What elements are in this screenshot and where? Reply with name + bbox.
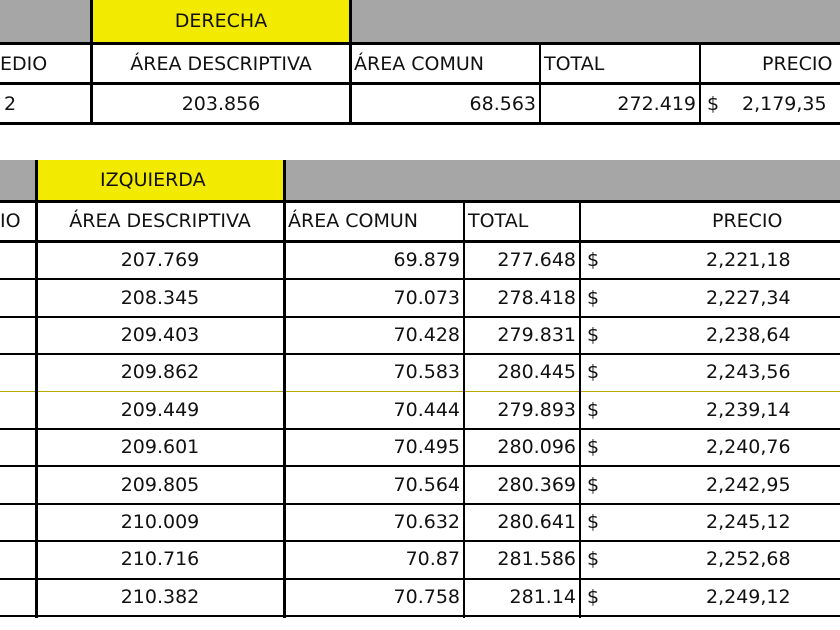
izquierda-row-border xyxy=(0,577,840,580)
izquierda-row-border xyxy=(0,502,840,505)
izquierda-cell-area-descriptiva: 209.601 xyxy=(120,436,200,459)
izquierda-cell-area-comun: 70.564 xyxy=(393,473,460,496)
izquierda-border-top xyxy=(0,200,840,203)
izquierda-cell-area-comun: 70.87 xyxy=(405,548,460,571)
izquierda-cell-area-descriptiva: 210.716 xyxy=(120,548,200,571)
izquierda-cell-area-descriptiva: 208.345 xyxy=(120,286,200,309)
izquierda-vline-4 xyxy=(579,200,581,618)
izquierda-cell-total: 280.369 xyxy=(497,473,576,496)
izquierda-cell-currency: $ xyxy=(587,436,600,459)
izquierda-cell-precio: 2,238,64 xyxy=(706,323,791,346)
izquierda-cell-total: 277.648 xyxy=(497,249,576,272)
derecha-header-area-comun: ÁREA COMUN xyxy=(354,52,484,75)
izquierda-cell-area-comun: 70.758 xyxy=(393,585,460,608)
derecha-header-precio: PRECIO xyxy=(762,52,833,75)
izquierda-vline-2 xyxy=(283,160,286,618)
izquierda-cell-area-comun: 70.495 xyxy=(393,436,460,459)
izquierda-cell-currency: $ xyxy=(587,398,600,421)
izquierda-header-precio: PRECIO xyxy=(712,209,783,232)
izquierda-cell-currency: $ xyxy=(587,585,600,608)
derecha-border-top xyxy=(0,42,840,45)
izquierda-cell-area-descriptiva: 207.769 xyxy=(120,249,200,272)
izquierda-cell-currency: $ xyxy=(587,548,600,571)
izquierda-cell-total: 280.641 xyxy=(497,510,576,533)
izquierda-vline-3 xyxy=(463,200,465,618)
izquierda-cell-precio: 2,242,95 xyxy=(706,473,791,496)
izquierda-row-border xyxy=(0,428,840,430)
izquierda-cell-area-comun: 70.073 xyxy=(393,286,460,309)
izquierda-cell-precio: 2,239,14 xyxy=(706,398,791,421)
izquierda-title-band-right xyxy=(284,160,840,200)
izquierda-row-border xyxy=(0,278,840,281)
izquierda-cell-precio: 2,227,34 xyxy=(706,286,791,309)
izquierda-cell-total: 279.893 xyxy=(497,398,576,421)
izquierda-cell-total: 279.831 xyxy=(497,323,576,346)
izquierda-cell-area-descriptiva: 210.382 xyxy=(120,585,200,608)
derecha-header-area-descriptiva: ÁREA DESCRIPTIVA xyxy=(130,52,312,75)
izquierda-cell-precio: 2,221,18 xyxy=(706,249,791,272)
izquierda-cell-area-descriptiva: 209.449 xyxy=(120,398,200,421)
izquierda-border-header xyxy=(0,240,840,243)
izquierda-cell-area-descriptiva: 209.862 xyxy=(120,361,200,384)
izquierda-row-border xyxy=(0,315,840,318)
derecha-border-mid xyxy=(0,82,840,85)
izquierda-cell-total: 278.418 xyxy=(497,286,576,309)
izquierda-header-total: TOTAL xyxy=(468,209,529,232)
izquierda-cell-area-comun: 70.444 xyxy=(393,398,460,421)
derecha-header-total: TOTAL xyxy=(544,52,605,75)
derecha-title-band-left xyxy=(0,0,92,42)
derecha-border-bottom xyxy=(0,122,840,125)
izquierda-row-border xyxy=(0,465,840,468)
izquierda-cell-precio: 2,240,76 xyxy=(706,436,791,459)
derecha-vline-3 xyxy=(539,42,541,125)
izquierda-cell-currency: $ xyxy=(587,510,600,533)
derecha-vline-1 xyxy=(90,0,93,125)
izquierda-cell-total: 281.586 xyxy=(497,548,576,571)
izquierda-row-border xyxy=(0,615,840,617)
derecha-cell-col0: 2 xyxy=(4,92,17,115)
derecha-title: DERECHA xyxy=(92,0,350,42)
derecha-cell-area-comun: 68.563 xyxy=(469,92,536,115)
izquierda-cell-currency: $ xyxy=(587,249,600,272)
derecha-cell-precio: 2,179,35 xyxy=(742,92,827,115)
izquierda-cell-precio: 2,245,12 xyxy=(706,510,791,533)
izquierda-header-area-comun: ÁREA COMUN xyxy=(288,209,418,232)
derecha-header-col0: EDIO xyxy=(0,52,48,75)
izquierda-cell-currency: $ xyxy=(587,361,600,384)
izquierda-cell-area-comun: 69.879 xyxy=(393,249,460,272)
izquierda-header-col0: IO xyxy=(0,209,21,232)
derecha-cell-area-descriptiva: 203.856 xyxy=(181,92,261,115)
izquierda-cell-area-descriptiva: 209.403 xyxy=(120,323,200,346)
izquierda-cell-total: 280.445 xyxy=(497,361,576,384)
izquierda-cell-precio: 2,243,56 xyxy=(706,361,791,384)
izquierda-cell-precio: 2,252,68 xyxy=(706,548,791,571)
izquierda-cell-area-comun: 70.583 xyxy=(393,361,460,384)
izquierda-cell-total: 280.096 xyxy=(497,436,576,459)
izquierda-title-band-left xyxy=(0,160,36,200)
izquierda-vline-1 xyxy=(35,160,38,618)
izquierda-cell-total: 281.14 xyxy=(509,585,576,608)
izquierda-cell-precio: 2,249,12 xyxy=(706,585,791,608)
izquierda-cell-area-descriptiva: 209.805 xyxy=(120,473,200,496)
izquierda-row-border xyxy=(0,540,840,543)
derecha-cell-currency: $ xyxy=(707,92,720,115)
izquierda-cell-area-comun: 70.428 xyxy=(393,323,460,346)
derecha-cell-total: 272.419 xyxy=(617,92,696,115)
izquierda-row-border xyxy=(0,353,840,356)
izquierda-header-area-descriptiva: ÁREA DESCRIPTIVA xyxy=(69,209,251,232)
izquierda-cell-currency: $ xyxy=(587,323,600,346)
izquierda-cell-area-comun: 70.632 xyxy=(393,510,460,533)
derecha-vline-4 xyxy=(699,42,701,125)
izquierda-cell-currency: $ xyxy=(587,473,600,496)
izquierda-row-border xyxy=(0,390,840,392)
derecha-vline-2 xyxy=(349,0,352,125)
derecha-title-band-right xyxy=(350,0,840,42)
izquierda-cell-currency: $ xyxy=(587,286,600,309)
izquierda-cell-area-descriptiva: 210.009 xyxy=(120,510,200,533)
izquierda-title: IZQUIERDA xyxy=(36,160,284,200)
